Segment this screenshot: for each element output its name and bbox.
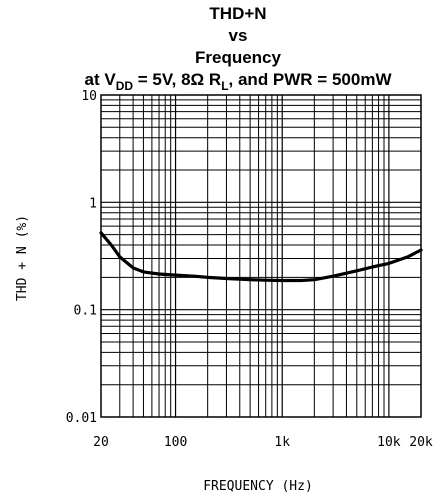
- series-curves: [99, 231, 423, 283]
- chart-subtitle: at VDD = 5V, 8Ω RL, and PWR = 500mW: [85, 70, 393, 93]
- plot-frame: [100, 94, 422, 418]
- y-axis-label: THD + N (%): [15, 215, 30, 301]
- x-tick-label: 20k: [409, 435, 433, 450]
- x-tick-label: 10k: [377, 435, 401, 450]
- y-tick-label: 10: [81, 89, 97, 104]
- x-tick-label: 1k: [274, 435, 290, 450]
- x-tick-label: 100: [164, 435, 187, 450]
- grid-lines: [101, 95, 421, 417]
- series-line-1: [99, 231, 423, 283]
- y-tick-label: 0.01: [66, 411, 97, 426]
- x-tick-labels: 20 100 1k 10k 20k: [93, 435, 433, 450]
- y-tick-labels: 10 1 0.1 0.01: [66, 89, 97, 426]
- chart-title-line-3: Frequency: [195, 48, 282, 67]
- x-axis-label: FREQUENCY (Hz): [203, 479, 313, 494]
- x-tick-label: 20: [93, 435, 109, 450]
- chart-title-line-2: vs: [229, 26, 248, 45]
- y-tick-label: 0.1: [74, 304, 97, 319]
- y-tick-label: 1: [89, 196, 97, 211]
- chart-title-line-1: THD+N: [209, 4, 266, 23]
